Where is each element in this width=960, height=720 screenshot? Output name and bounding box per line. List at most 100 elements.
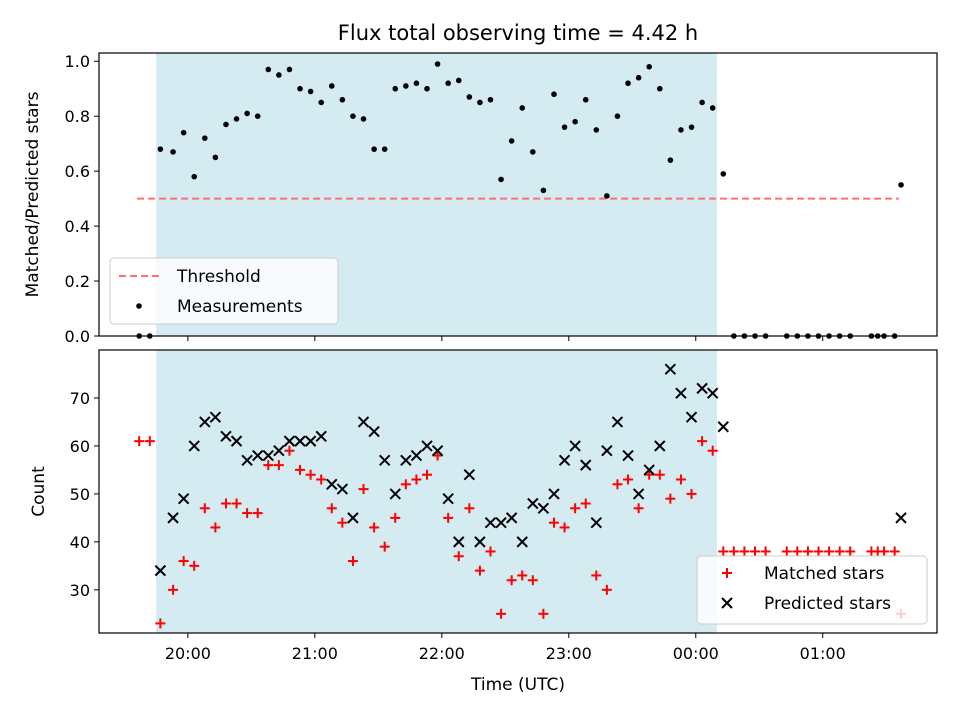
matched-stars-point (485, 546, 496, 557)
predicted-marker-b (474, 536, 486, 548)
matched-stars-point (178, 556, 189, 567)
predicted-stars-point (273, 445, 285, 457)
predicted-marker-b (675, 387, 687, 399)
matched-stars-point (601, 584, 612, 595)
predicted-marker-b (294, 435, 306, 447)
measurement-point (646, 63, 653, 70)
measurement-point (318, 99, 324, 106)
matched-stars-point (305, 469, 316, 480)
measurement-point (328, 83, 335, 89)
predicted-stars-point (643, 464, 655, 476)
measurement-point (455, 77, 462, 84)
measurement-point (339, 96, 346, 103)
axes-frame (98, 52, 938, 337)
predicted-marker-b (199, 416, 211, 428)
legend-matched-label: Matched stars (764, 564, 884, 584)
predicted-stars-point (336, 483, 349, 495)
top-panel-ratio: 0.0 0.2 0.4 0.6 0.8 1.0 Matched/Predicted star… (23, 52, 938, 346)
measurement-point (466, 94, 473, 100)
measurement-point (223, 121, 229, 128)
x-axis-label: Time (UTC) (470, 675, 565, 695)
matched-stars-point (358, 484, 369, 495)
predicted-marker-b (347, 512, 359, 524)
predicted-stars-point (453, 536, 465, 548)
matched-stars-point (168, 584, 179, 595)
predicted-marker-b (431, 445, 444, 457)
predicted-marker-b (548, 488, 560, 500)
measurement-point (498, 176, 504, 183)
predicted-stars-point (389, 488, 401, 500)
predicted-marker-b (304, 435, 317, 447)
measurement-point (487, 96, 494, 103)
predicted-stars-point (895, 512, 907, 524)
matched-stars-point (390, 512, 401, 523)
predicted-stars-point (326, 478, 338, 491)
measurement-point (572, 118, 578, 125)
measurement-point (519, 105, 526, 111)
matched-stars-point (432, 450, 443, 461)
predicted-marker-b (230, 435, 243, 447)
predicted-stars-point (177, 492, 190, 505)
predicted-marker-b (601, 445, 613, 457)
predicted-stars-point (294, 435, 306, 447)
measurement-point (180, 129, 187, 136)
y-tick-label: 0.8 (65, 107, 90, 126)
matched-stars-point (792, 546, 803, 557)
bottom-panel-counts: 30 40 50 60 70 20:00 21:00 22:00 23:00 00:00 01:00… (29, 349, 938, 663)
predicted-stars-point (347, 512, 359, 524)
observing-window-shade (156, 350, 717, 633)
legend-measurements-label: Measurements (177, 297, 303, 317)
predicted-stars-point (495, 516, 507, 529)
y-tick-label: 40 (70, 533, 90, 552)
predicted-marker-b (442, 492, 454, 505)
y-tick-label: 1.0 (65, 52, 90, 71)
measurement-point (625, 80, 631, 87)
matched-stars-point (879, 546, 890, 557)
predicted-stars-point (357, 416, 370, 428)
predicted-marker-b (326, 478, 338, 491)
matched-stars-point (686, 488, 697, 499)
matched-stars-point (411, 474, 422, 485)
predicted-marker-b (241, 454, 253, 467)
predicted-marker-b (654, 440, 666, 452)
matched-stars-point (665, 493, 676, 504)
measurement-point (157, 146, 164, 152)
predicted-marker-b (622, 449, 634, 462)
matched-stars-point (326, 503, 337, 514)
legend-predicted-swatch (721, 597, 733, 609)
measurement-point (508, 138, 515, 144)
predicted-marker-b (685, 411, 698, 423)
measurement-point (392, 85, 399, 92)
measurement-point (604, 193, 610, 199)
legend-threshold-label: Threshold (176, 267, 261, 287)
matched-stars-point (739, 546, 750, 557)
y-tick-label: 70 (70, 389, 90, 408)
y-tick-label: 0.0 (65, 327, 90, 346)
predicted-marker-b (632, 488, 645, 500)
predicted-marker-b (484, 516, 497, 529)
predicted-marker-b (558, 454, 571, 467)
matched-stars-point (347, 556, 358, 567)
predicted-stars-point (442, 492, 454, 505)
matched-stars-point (263, 460, 274, 471)
legend-measurements-swatch (136, 303, 142, 309)
measurement-point (286, 66, 293, 73)
matched-stars-point (538, 608, 549, 619)
legend-predicted-b (721, 597, 733, 609)
predicted-marker-b (516, 536, 528, 548)
measurement-point (265, 66, 272, 73)
matched-stars-point (591, 570, 602, 581)
matched-stars-point (379, 541, 390, 552)
predicted-marker-b (209, 411, 222, 423)
matched-stars-point (316, 474, 327, 485)
predicted-marker-b (154, 564, 167, 577)
matched-stars-point (474, 565, 485, 576)
predicted-stars-point (209, 411, 222, 423)
measurement-point (254, 113, 261, 119)
matched-stars-point (155, 618, 166, 629)
predicted-stars-point (696, 382, 708, 395)
predicted-stars-point (368, 425, 380, 438)
measurement-point (593, 127, 600, 133)
predicted-stars-point (463, 469, 476, 481)
predicted-marker-b (453, 536, 465, 548)
